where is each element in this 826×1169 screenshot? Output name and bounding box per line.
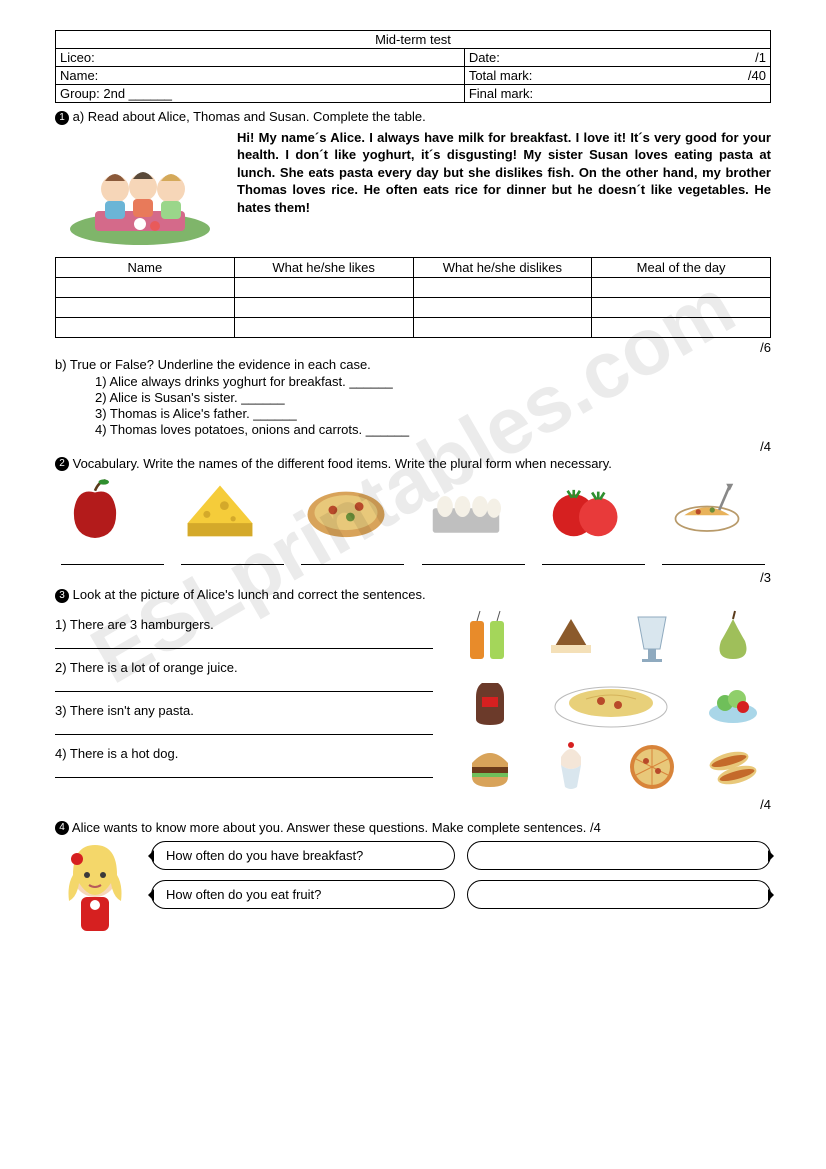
food-eggs xyxy=(416,475,530,568)
table-row[interactable] xyxy=(56,277,771,297)
reading-passage: Hi! My name´s Alice. I always have milk … xyxy=(237,129,771,217)
q3-score: /4 xyxy=(55,797,771,812)
doc-title: Mid-term test xyxy=(56,31,771,49)
q1a-score: /6 xyxy=(55,340,771,355)
completion-table[interactable]: Name What he/she likes What he/she disli… xyxy=(55,257,771,338)
food-pizza xyxy=(296,475,410,568)
date-cell[interactable]: Date:/1 xyxy=(464,49,770,67)
col-dislikes: What he/she dislikes xyxy=(413,257,592,277)
lunch-glass-icon xyxy=(613,607,690,667)
q3-item[interactable]: 3) There isn't any pasta. xyxy=(55,703,433,736)
question-1b: b) True or False? Underline the evidence… xyxy=(55,357,771,454)
q1b-prompt: b) True or False? Underline the evidence… xyxy=(55,357,771,372)
tf-list: 1) Alice always drinks yoghurt for break… xyxy=(95,374,771,437)
group-cell[interactable]: Group: 2nd ______ xyxy=(56,85,465,103)
food-blank[interactable] xyxy=(301,551,404,565)
lunch-cake-icon xyxy=(532,607,609,667)
answer-bubble[interactable] xyxy=(467,880,771,909)
lunch-salad-icon xyxy=(694,671,771,731)
food-tomatoes xyxy=(536,475,650,568)
tf-item[interactable]: 4) Thomas loves potatoes, onions and car… xyxy=(95,422,771,437)
question-3: 3 Look at the picture of Alice's lunch a… xyxy=(55,587,771,812)
header-table: Mid-term test Liceo: Date:/1 Name: Total… xyxy=(55,30,771,103)
question-1a: 1 a) Read about Alice, Thomas and Susan.… xyxy=(55,109,771,355)
question-4: 4 Alice wants to know more about you. An… xyxy=(55,820,771,942)
q4-prompt: Alice wants to know more about you. Answ… xyxy=(72,820,601,835)
table-row[interactable] xyxy=(56,317,771,337)
food-blank[interactable] xyxy=(662,551,765,565)
bullet-2: 2 xyxy=(55,457,69,471)
food-pasta-bowl xyxy=(657,475,771,568)
final-mark-cell[interactable]: Final mark: xyxy=(464,85,770,103)
tf-item[interactable]: 2) Alice is Susan's sister. ______ xyxy=(95,390,771,405)
worksheet-page: ESLprintables.com Mid-term test Liceo: D… xyxy=(0,0,826,961)
q2-prompt: Vocabulary. Write the names of the diffe… xyxy=(73,456,612,471)
q1b-score: /4 xyxy=(55,439,771,454)
food-blank[interactable] xyxy=(422,551,525,565)
col-meal: Meal of the day xyxy=(592,257,771,277)
lunch-hotdogs-icon xyxy=(694,735,771,795)
col-name: Name xyxy=(56,257,235,277)
q3-sentences: 1) There are 3 hamburgers. 2) There is a… xyxy=(55,607,433,779)
lunch-icecream-icon xyxy=(532,735,609,795)
lunch-cola-icon xyxy=(451,671,528,731)
food-blank[interactable] xyxy=(61,551,164,565)
table-row[interactable] xyxy=(56,297,771,317)
bullet-3: 3 xyxy=(55,589,69,603)
answer-bubble[interactable] xyxy=(467,841,771,870)
total-mark-cell[interactable]: Total mark:/40 xyxy=(464,67,770,85)
q1a-prompt: a) Read about Alice, Thomas and Susan. C… xyxy=(73,109,426,124)
food-row xyxy=(55,475,771,568)
lunch-burger-icon xyxy=(451,735,528,795)
lunch-pear-icon xyxy=(694,607,771,667)
question-bubble: How often do you have breakfast? xyxy=(151,841,455,870)
q3-item[interactable]: 2) There is a lot of orange juice. xyxy=(55,660,433,693)
bullet-4: 4 xyxy=(55,821,69,835)
tf-item[interactable]: 1) Alice always drinks yoghurt for break… xyxy=(95,374,771,389)
food-cheese xyxy=(175,475,289,568)
question-2: 2 Vocabulary. Write the names of the dif… xyxy=(55,456,771,586)
q2-score: /3 xyxy=(55,570,771,585)
food-blank[interactable] xyxy=(181,551,284,565)
lunch-picture xyxy=(451,607,771,795)
food-blank[interactable] xyxy=(542,551,645,565)
lunch-pizza-icon xyxy=(613,735,690,795)
tf-item[interactable]: 3) Thomas is Alice's father. ______ xyxy=(95,406,771,421)
q3-prompt: Look at the picture of Alice's lunch and… xyxy=(73,587,426,602)
q3-item[interactable]: 4) There is a hot dog. xyxy=(55,746,433,779)
q3-item[interactable]: 1) There are 3 hamburgers. xyxy=(55,617,433,650)
col-likes: What he/she likes xyxy=(234,257,413,277)
lunch-spaghetti-icon xyxy=(532,671,690,731)
question-bubble: How often do you eat fruit? xyxy=(151,880,455,909)
food-apple xyxy=(55,475,169,568)
bullet-1: 1 xyxy=(55,111,69,125)
picnic-illustration xyxy=(55,129,225,249)
girl-illustration xyxy=(55,841,135,941)
speech-bubbles: How often do you have breakfast? How oft… xyxy=(151,841,771,909)
liceo-cell[interactable]: Liceo: xyxy=(56,49,465,67)
name-cell[interactable]: Name: xyxy=(56,67,465,85)
lunch-drinks-icon xyxy=(451,607,528,667)
